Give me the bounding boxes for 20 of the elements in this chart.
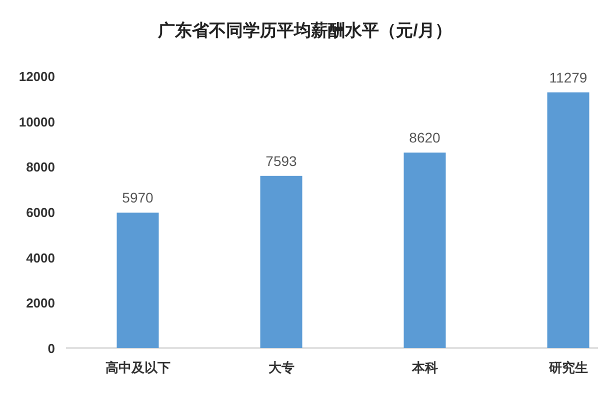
data-label: 11279 [549, 69, 588, 86]
bar [260, 176, 302, 348]
y-tick-label: 0 [48, 341, 55, 356]
chart-title: 广东省不同学历平均薪酬水平（元/月） [157, 21, 452, 40]
y-tick-label: 2000 [26, 296, 55, 311]
data-label: 7593 [266, 152, 298, 169]
x-tick-label: 高中及以下 [105, 360, 170, 375]
bar [116, 212, 159, 348]
y-tick-label: 6000 [26, 205, 55, 220]
y-tick-label: 12000 [18, 69, 55, 84]
data-label: 5970 [122, 190, 154, 206]
x-tick-label: 大专 [268, 360, 294, 375]
y-tick-label: 10000 [18, 114, 55, 130]
y-tick-label: 8000 [26, 160, 55, 175]
bar [547, 92, 590, 348]
x-tick-label: 本科 [410, 360, 438, 375]
bar [404, 152, 446, 348]
y-tick-label: 4000 [26, 250, 55, 266]
data-label: 8620 [409, 130, 441, 146]
x-tick-label: 研究生 [548, 360, 588, 375]
